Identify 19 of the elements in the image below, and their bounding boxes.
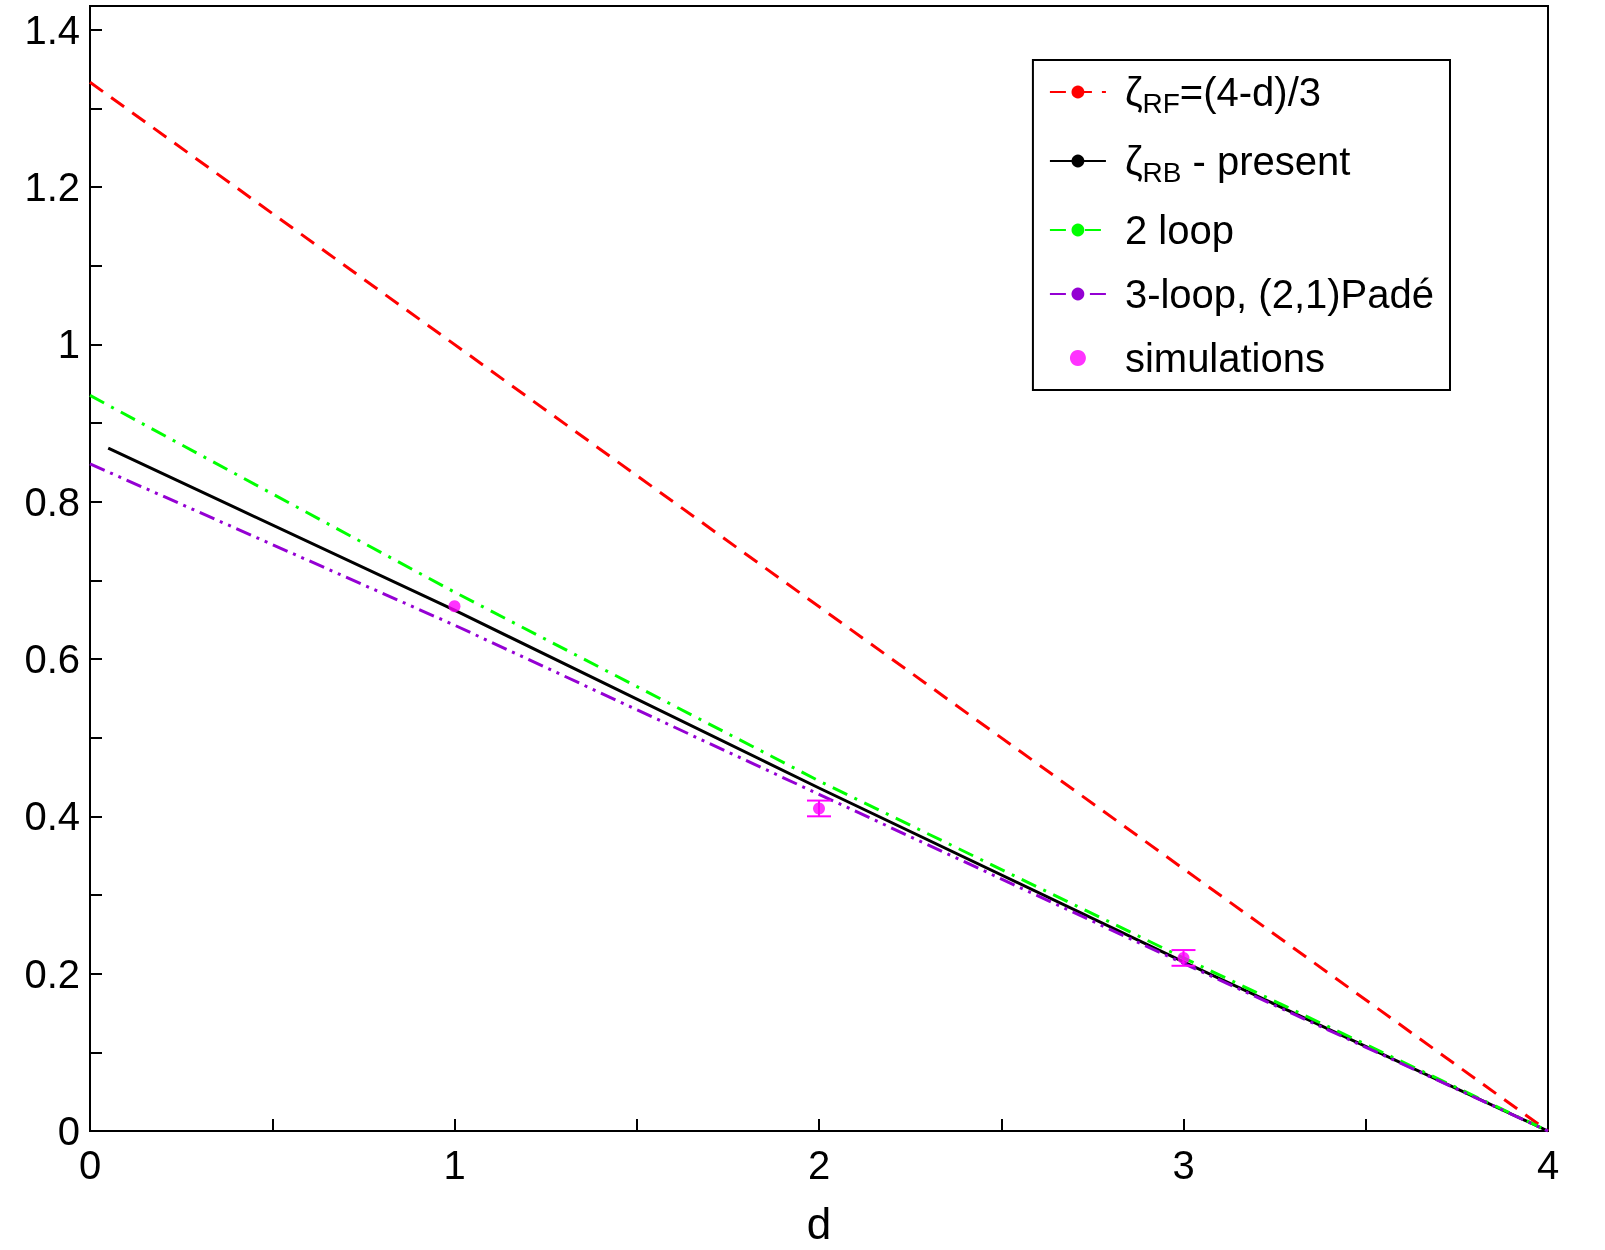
x-tick-label: 2 — [807, 1143, 831, 1187]
x-tick-label: 4 — [1536, 1143, 1560, 1187]
y-tick-label: 0.6 — [24, 636, 80, 681]
legend-label: simulations — [1124, 336, 1325, 380]
y-tick-label: 0.2 — [24, 951, 80, 996]
x-tick-label: 1 — [443, 1143, 466, 1187]
point — [448, 600, 461, 613]
point — [1177, 951, 1190, 964]
y-tick-label: 1 — [57, 322, 80, 367]
y-tick-label: 1.2 — [24, 164, 80, 209]
x-tick-label: 3 — [1172, 1143, 1195, 1187]
point — [813, 802, 825, 815]
y-tick-label: 0.8 — [24, 479, 80, 524]
y-tick-label: 0 — [57, 1109, 80, 1153]
legend-label: 2 loop — [1124, 208, 1234, 252]
legend-label: 3-loop, (2,1)Padé — [1124, 272, 1435, 316]
y-tick-label: 0.4 — [24, 794, 80, 839]
y-tick-label: 1.4 — [24, 7, 80, 52]
x-axis-title: d — [806, 1198, 832, 1248]
